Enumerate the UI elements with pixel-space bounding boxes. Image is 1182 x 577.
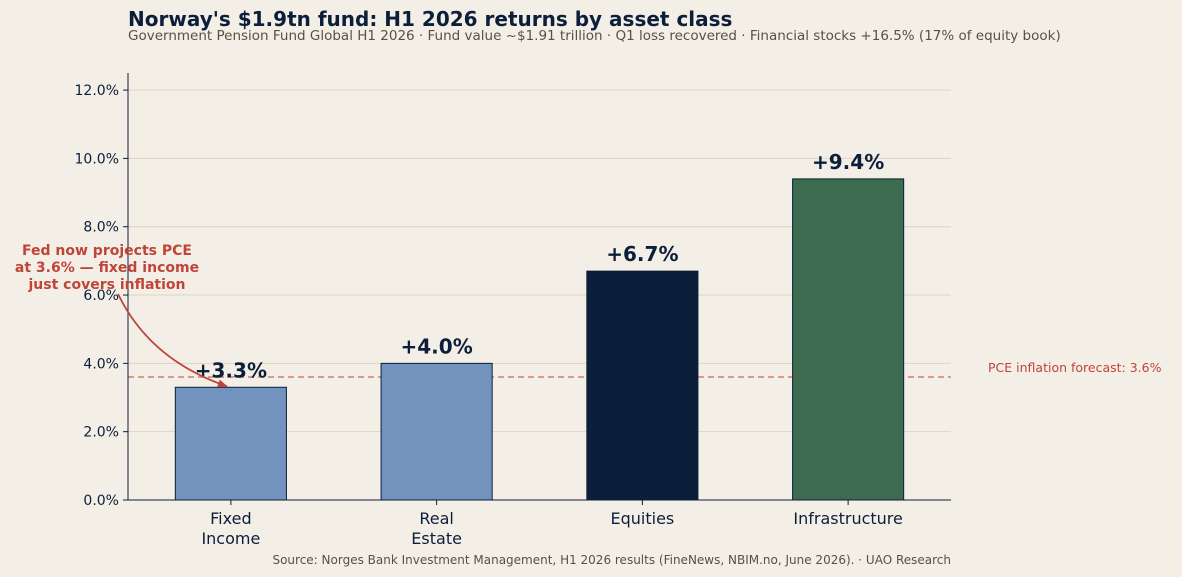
y-tick-label: 8.0%: [83, 220, 119, 236]
chart-title: Norway's $1.9tn fund: H1 2026 returns by…: [128, 7, 733, 31]
annotation-text: Fed now projects PCE at 3.6% — fixed inco…: [15, 243, 199, 293]
y-tick-label: 10.0%: [75, 151, 119, 167]
labels: +3.3%Fixed Income+4.0%Real Estate+6.7%Equi…: [195, 150, 903, 548]
y-tick-label: 12.0%: [75, 83, 119, 99]
category-label-line: Income: [201, 529, 260, 548]
category-label: Equities: [611, 509, 675, 528]
y-tick-label: 6.0%: [83, 288, 119, 304]
bar: [174, 386, 287, 501]
category-label: Real Estate: [411, 509, 462, 548]
annotation-arrow: [117, 293, 228, 388]
bar: [586, 270, 699, 501]
bar: [380, 362, 493, 501]
category-label-line: Equities: [611, 509, 675, 528]
data-label: +9.4%: [812, 150, 884, 174]
data-label: +6.7%: [606, 242, 678, 266]
data-label: +4.0%: [401, 334, 473, 358]
category-label-line: Real: [419, 509, 454, 528]
bars: [174, 178, 905, 501]
annotation-line: just covers inflation: [28, 277, 186, 293]
annotation-line: at 3.6% — fixed income: [15, 260, 199, 276]
y-tick-label: 2.0%: [83, 425, 119, 441]
y-tick-label: 4.0%: [83, 356, 119, 372]
axes: 0.0% 2.0% 4.0% 6.0% 8.0% 10.0% 12.0%: [75, 73, 951, 509]
annotation-line: Fed now projects PCE: [22, 243, 192, 259]
chart-source: Source: Norges Bank Investment Managemen…: [272, 553, 951, 567]
bar: [792, 178, 905, 501]
category-label-line: Estate: [411, 529, 462, 548]
category-label: Fixed Income: [201, 509, 260, 548]
category-label-line: Infrastructure: [793, 509, 902, 528]
annotation: Fed now projects PCE at 3.6% — fixed inco…: [15, 243, 228, 388]
chart-subtitle: Government Pension Fund Global H1 2026 ·…: [128, 28, 1061, 44]
category-label-line: Fixed: [210, 509, 251, 528]
reference-line-label: PCE inflation forecast: 3.6%: [988, 360, 1162, 375]
y-tick-label: 0.0%: [83, 493, 119, 509]
category-label: Infrastructure: [793, 509, 902, 528]
